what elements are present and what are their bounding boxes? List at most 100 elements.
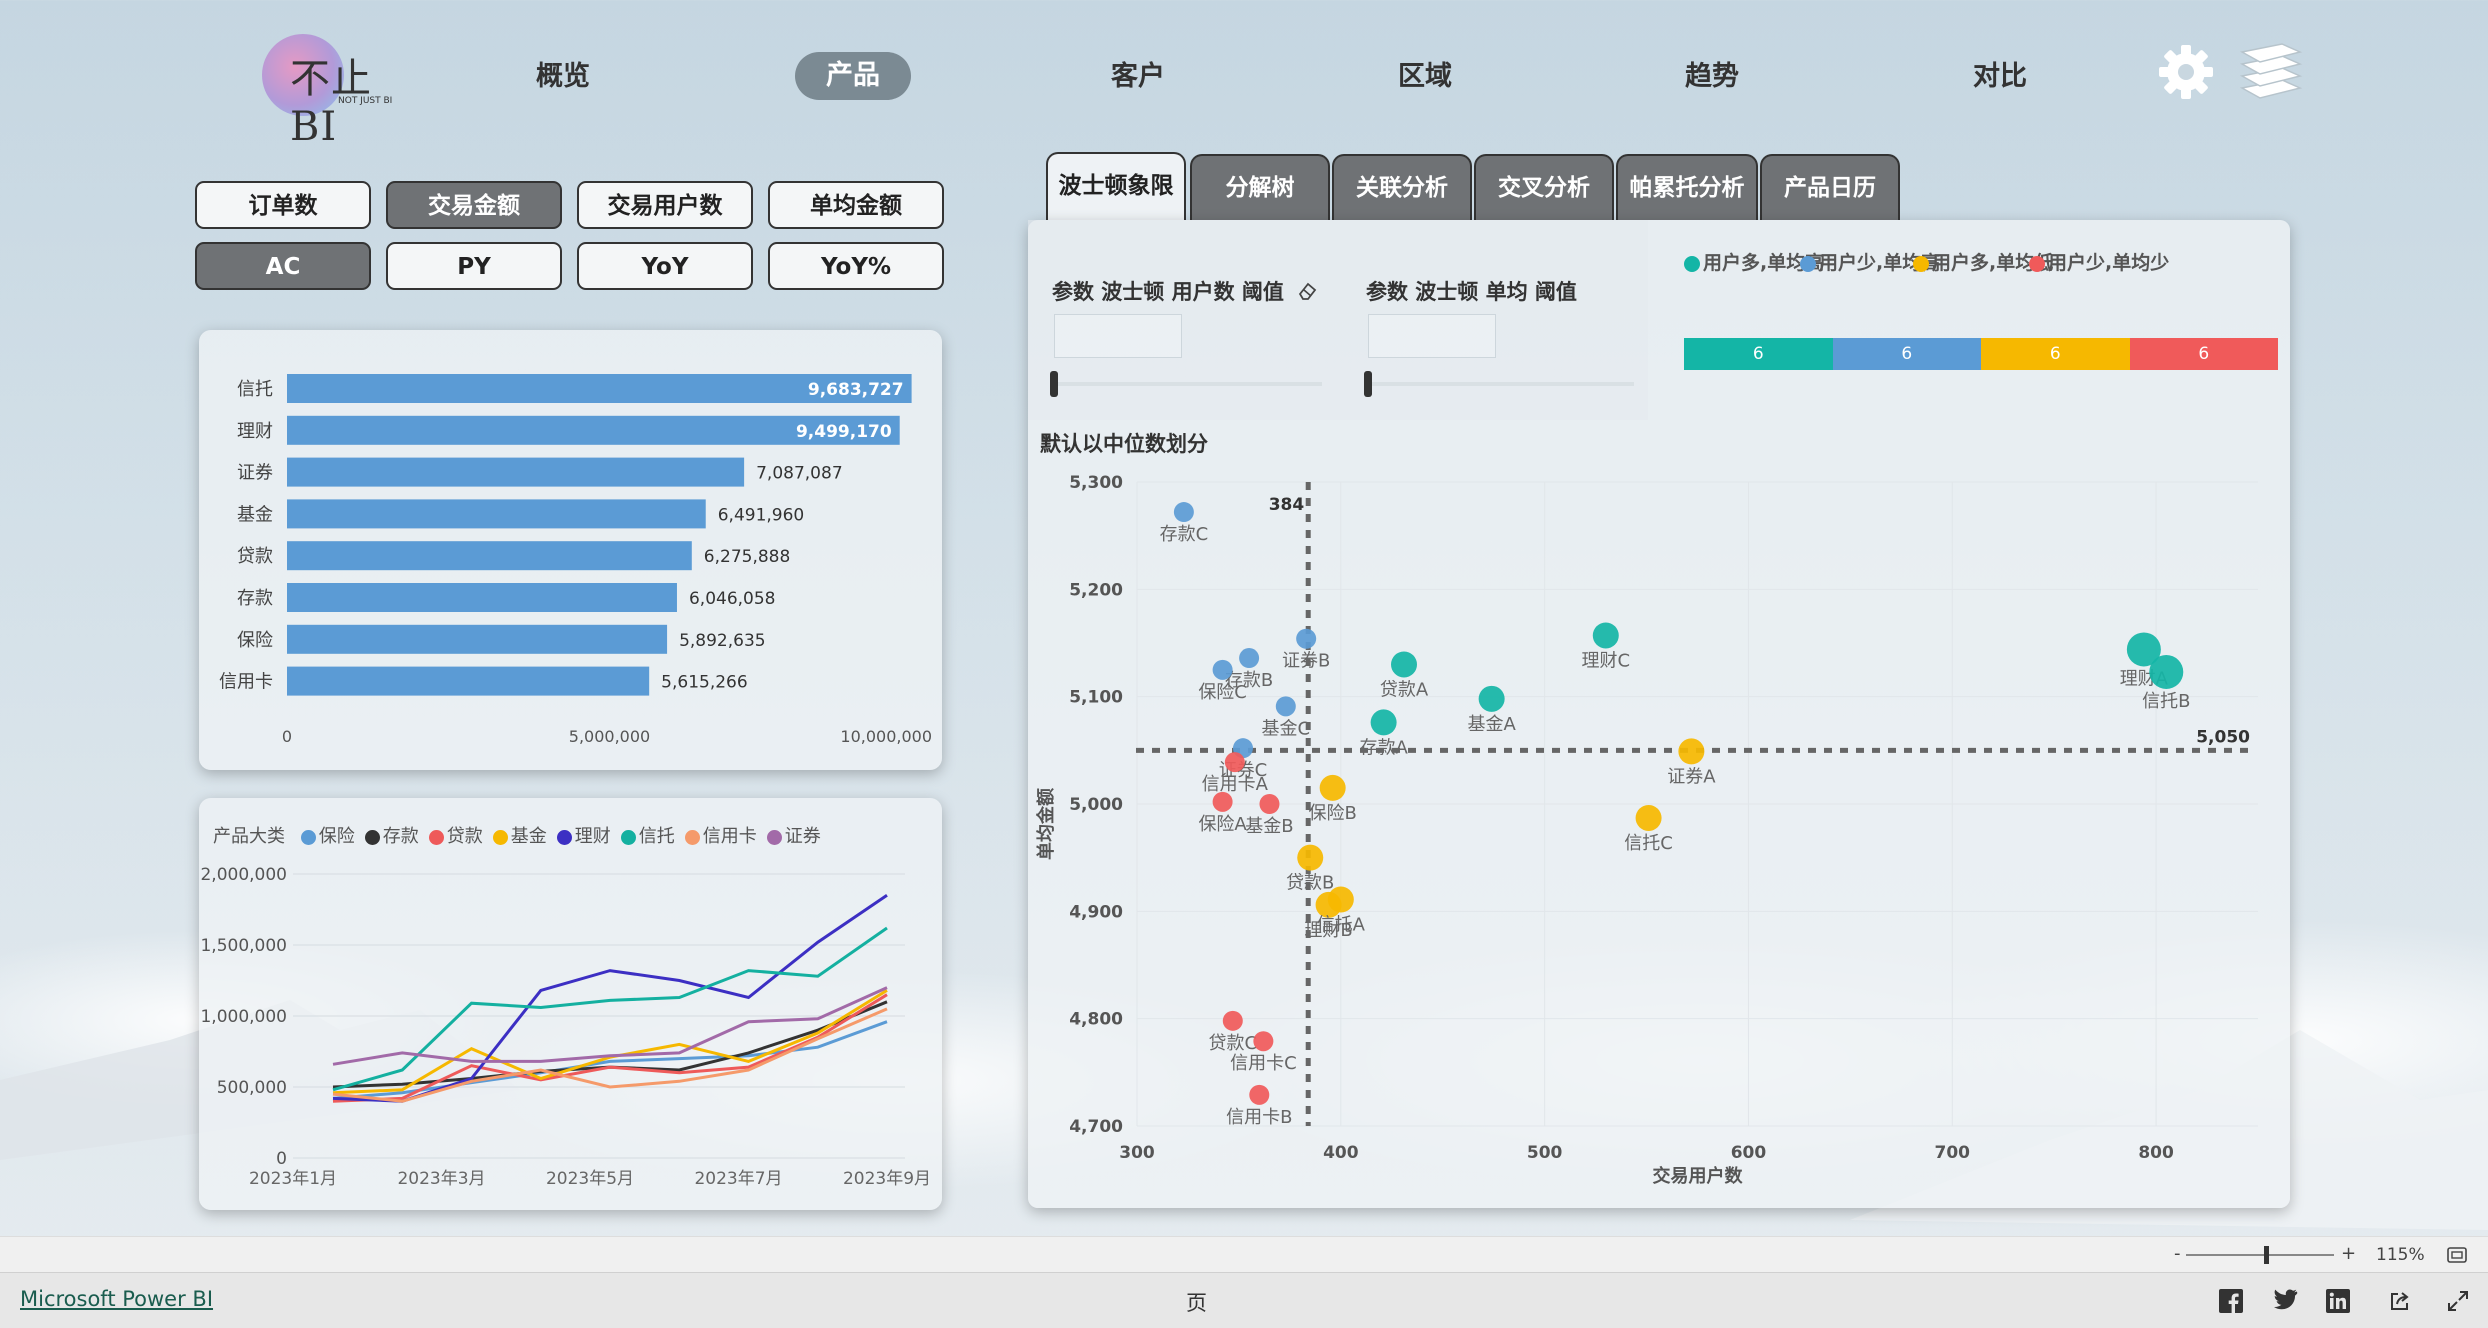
nav-customer[interactable]: 客户 <box>1111 61 1165 92</box>
share-icon[interactable] <box>2388 1289 2412 1313</box>
period-yoy-button[interactable]: YoY <box>577 242 753 290</box>
line-x-tick-label: 2023年1月 <box>249 1169 337 1189</box>
tab-pareto[interactable]: 帕累托分析 <box>1616 154 1758 220</box>
scatter-x-tick-label: 700 <box>1935 1143 1971 1163</box>
nav-overview[interactable]: 概览 <box>536 61 590 92</box>
line-legend: 产品大类 保险 存款 贷款 基金 理财 信托 信用卡 证券 <box>213 822 821 848</box>
line-x-tick-label: 2023年3月 <box>397 1169 485 1189</box>
line-legend-item[interactable]: 保险 <box>300 826 355 847</box>
param-users-slider-handle[interactable] <box>1050 371 1058 397</box>
scatter-point <box>2126 632 2161 667</box>
bar-x-tick-label: 0 <box>282 727 292 746</box>
bar-mark <box>287 583 677 612</box>
logo-text: 不止BI <box>290 56 372 150</box>
gear-icon[interactable] <box>2156 42 2216 102</box>
scatter-point-label: 信用卡B <box>1226 1107 1292 1128</box>
zoom-slider[interactable] <box>2186 1246 2334 1264</box>
metric-users-button[interactable]: 交易用户数 <box>577 181 753 229</box>
line-legend-item[interactable]: 信托 <box>620 826 675 847</box>
bar-mark <box>287 415 900 445</box>
zoom-slider-handle[interactable] <box>2264 1246 2269 1264</box>
line-series-基金 <box>332 989 888 1095</box>
powerbi-link[interactable]: Microsoft Power BI <box>20 1287 214 1311</box>
tab-calendar[interactable]: 产品日历 <box>1760 154 1900 220</box>
param-avg-slider-handle[interactable] <box>1364 371 1372 397</box>
scatter-point-label: 基金C <box>1261 718 1310 739</box>
period-yoy-pct-button[interactable]: YoY% <box>768 242 944 290</box>
param-avg-slider[interactable] <box>1364 371 1634 397</box>
logo-circle <box>262 34 344 116</box>
line-y-tick-label: 1,000,000 <box>200 1007 287 1027</box>
scatter-point <box>1253 1031 1274 1052</box>
line-legend-item[interactable]: 理财 <box>556 826 611 847</box>
zoom-in-button[interactable]: + <box>2341 1243 2357 1264</box>
line-legend-label: 保险 <box>318 826 355 847</box>
scatter-point-label: 贷款C <box>1209 1033 1258 1054</box>
linkedin-icon[interactable] <box>2326 1289 2350 1313</box>
line-legend-item[interactable]: 证券 <box>766 826 821 847</box>
param-avg-input[interactable] <box>1368 314 1496 358</box>
line-series-证券 <box>332 986 888 1066</box>
nav-trend[interactable]: 趋势 <box>1685 61 1739 92</box>
scatter-x-axis-title: 交易用户数 <box>1653 1165 1744 1187</box>
quadrant-count-segment: 6 <box>1684 338 1833 370</box>
scatter-point-label: 理财B <box>1304 920 1352 941</box>
scatter-point-label: 信用卡A <box>1202 774 1269 795</box>
scatter-y-tick-label: 5,000 <box>1069 795 1123 815</box>
bar-value-label: 9,683,727 <box>808 380 904 400</box>
scatter-point-label: 保险B <box>1308 803 1356 824</box>
scatter-point <box>1678 738 1705 765</box>
scatter-point <box>1319 774 1346 801</box>
zoom-level: 115% <box>2376 1245 2425 1265</box>
bar-category-label: 贷款 <box>237 546 273 567</box>
nav-compare[interactable]: 对比 <box>1973 61 2027 92</box>
line-legend-item[interactable]: 贷款 <box>428 826 483 847</box>
tab-cross[interactable]: 交叉分析 <box>1474 154 1614 220</box>
metric-orders-button[interactable]: 订单数 <box>195 181 371 229</box>
bar-category-label: 理财 <box>237 421 273 442</box>
nav-region[interactable]: 区域 <box>1398 61 1452 92</box>
line-x-tick-label: 2023年5月 <box>546 1169 634 1189</box>
twitter-icon[interactable] <box>2272 1289 2298 1311</box>
boston-scatter-chart: 5,300 5,200 5,100 5,000 4,900 4,800 4,700 300 40… <box>1035 473 2258 1187</box>
bar-category-label: 证券 <box>237 463 273 484</box>
metric-avg-button[interactable]: 单均金额 <box>768 181 944 229</box>
line-series-贷款 <box>332 993 888 1103</box>
bar-value-label: 6,046,058 <box>689 589 776 609</box>
tab-boston[interactable]: 波士顿象限 <box>1046 152 1186 220</box>
nav-product[interactable]: 产品 <box>795 52 911 100</box>
period-ac-button[interactable]: AC <box>195 242 371 290</box>
bar-value-label: 7,087,087 <box>756 464 843 484</box>
tab-correlation[interactable]: 关联分析 <box>1332 154 1472 220</box>
facebook-icon[interactable] <box>2219 1289 2243 1313</box>
param-users-label: 参数 波士顿 用户数 阈值 <box>1052 280 1284 304</box>
period-py-button[interactable]: PY <box>386 242 562 290</box>
brand-logo: 不止BI NOT JUST BI <box>262 34 412 150</box>
scatter-point <box>1222 1010 1243 1031</box>
zoom-out-button[interactable]: - <box>2174 1243 2181 1264</box>
tab-decomp-tree[interactable]: 分解树 <box>1190 154 1330 220</box>
expand-icon[interactable] <box>2446 1289 2470 1313</box>
line-legend-item[interactable]: 基金 <box>492 826 547 847</box>
line-legend-item[interactable]: 存款 <box>364 826 419 847</box>
scatter-point <box>1212 791 1233 812</box>
param-users-input[interactable] <box>1054 314 1182 358</box>
metric-amount-button[interactable]: 交易金额 <box>386 181 562 229</box>
line-legend-title: 产品大类 <box>213 826 285 847</box>
line-legend-item[interactable]: 信用卡 <box>684 826 757 847</box>
bar-category-label: 保险 <box>237 630 273 651</box>
scatter-point <box>1224 752 1245 773</box>
product-bar-panel: 信托 9,683,727 理财 9,499,170 证券 7,087,087 基金 6,491… <box>199 330 942 770</box>
line-y-tick-label: 2,000,000 <box>200 865 287 885</box>
eraser-icon[interactable] <box>1296 280 1318 302</box>
param-users-slider[interactable] <box>1050 371 1322 397</box>
scatter-y-tick-label: 4,900 <box>1069 902 1123 922</box>
layers-icon[interactable] <box>2236 40 2306 106</box>
fit-page-icon[interactable] <box>2446 1245 2468 1265</box>
line-legend-label: 信用卡 <box>702 826 757 847</box>
scatter-point <box>1635 804 1662 831</box>
line-legend-label: 信托 <box>638 826 675 847</box>
scatter-point-label: 贷款A <box>1380 679 1429 700</box>
scatter-point <box>1249 1084 1270 1105</box>
line-legend-label: 证券 <box>784 826 821 847</box>
